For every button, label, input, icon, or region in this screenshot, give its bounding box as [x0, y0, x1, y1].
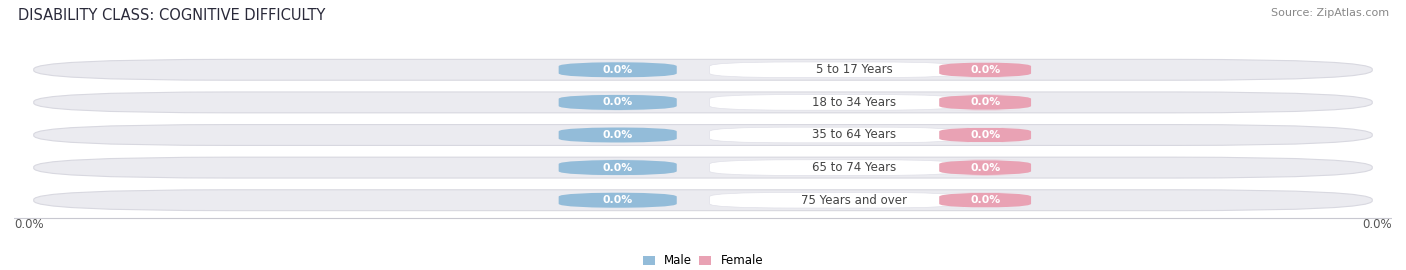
Text: 0.0%: 0.0%	[970, 97, 1000, 107]
Text: 35 to 64 Years: 35 to 64 Years	[811, 129, 896, 141]
Text: 0.0%: 0.0%	[1362, 218, 1392, 231]
FancyBboxPatch shape	[34, 59, 1372, 80]
Text: 0.0%: 0.0%	[603, 195, 633, 205]
FancyBboxPatch shape	[34, 190, 1372, 211]
FancyBboxPatch shape	[710, 193, 959, 208]
FancyBboxPatch shape	[939, 127, 1031, 143]
Text: 65 to 74 Years: 65 to 74 Years	[811, 161, 896, 174]
Text: Source: ZipAtlas.com: Source: ZipAtlas.com	[1271, 8, 1389, 18]
Text: DISABILITY CLASS: COGNITIVE DIFFICULTY: DISABILITY CLASS: COGNITIVE DIFFICULTY	[18, 8, 326, 23]
Text: 0.0%: 0.0%	[970, 65, 1000, 75]
FancyBboxPatch shape	[34, 157, 1372, 178]
Text: 0.0%: 0.0%	[970, 163, 1000, 173]
FancyBboxPatch shape	[939, 193, 1031, 208]
Legend: Male, Female: Male, Female	[643, 254, 763, 267]
FancyBboxPatch shape	[558, 94, 676, 110]
FancyBboxPatch shape	[710, 127, 959, 143]
Text: 18 to 34 Years: 18 to 34 Years	[811, 96, 896, 109]
FancyBboxPatch shape	[558, 160, 676, 176]
Text: 75 Years and over: 75 Years and over	[801, 194, 907, 207]
Text: 0.0%: 0.0%	[970, 130, 1000, 140]
Text: 5 to 17 Years: 5 to 17 Years	[815, 63, 893, 76]
FancyBboxPatch shape	[34, 124, 1372, 146]
FancyBboxPatch shape	[558, 127, 676, 143]
FancyBboxPatch shape	[34, 92, 1372, 113]
FancyBboxPatch shape	[939, 160, 1031, 176]
Text: 0.0%: 0.0%	[14, 218, 44, 231]
FancyBboxPatch shape	[939, 62, 1031, 77]
FancyBboxPatch shape	[710, 94, 959, 110]
FancyBboxPatch shape	[558, 62, 676, 77]
Text: 0.0%: 0.0%	[603, 130, 633, 140]
Text: 0.0%: 0.0%	[603, 65, 633, 75]
FancyBboxPatch shape	[710, 62, 959, 77]
FancyBboxPatch shape	[939, 94, 1031, 110]
Text: 0.0%: 0.0%	[603, 97, 633, 107]
Text: 0.0%: 0.0%	[603, 163, 633, 173]
FancyBboxPatch shape	[558, 193, 676, 208]
Text: 0.0%: 0.0%	[970, 195, 1000, 205]
FancyBboxPatch shape	[710, 160, 959, 176]
